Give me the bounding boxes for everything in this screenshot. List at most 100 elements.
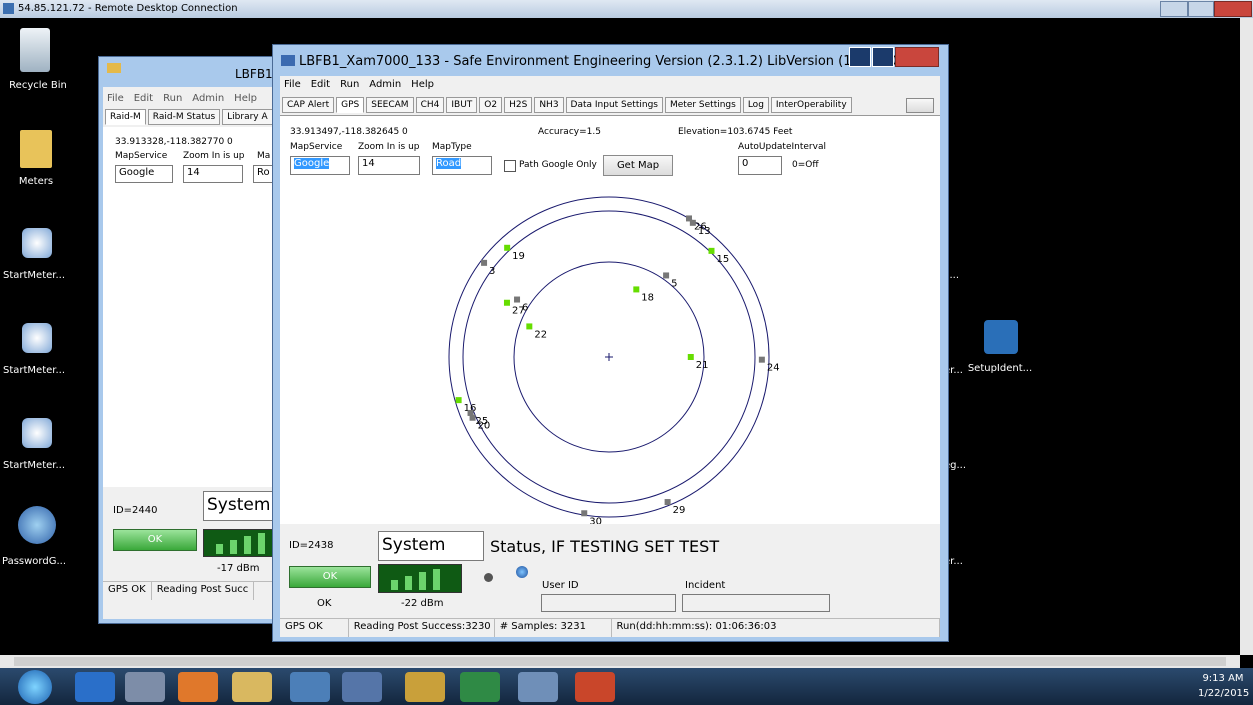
ok-button[interactable]: OK [113,529,197,551]
close-button[interactable] [895,47,939,67]
clock-date[interactable]: 1/22/2015 [1198,688,1248,699]
incident-input[interactable] [682,594,830,612]
taskbar-app[interactable] [290,672,330,702]
tab[interactable]: Raid-M Status [148,109,220,125]
field-label: User ID [542,580,579,591]
main-window[interactable]: LBFB1_Xam7000_133 - Safe Environment Eng… [272,44,949,642]
user-id-input[interactable] [541,594,676,612]
app-icon[interactable] [22,228,52,258]
icon-label[interactable]: StartMeter... [0,270,72,281]
tab[interactable]: NH3 [534,97,563,113]
ok-button[interactable]: OK [289,566,371,588]
icon-label[interactable]: SetupIdent... [962,363,1038,374]
tab[interactable]: H2S [504,97,532,113]
tab[interactable]: O2 [479,97,502,113]
minimize-button[interactable] [1160,1,1188,17]
rdc-icon [3,3,14,14]
icon-label[interactable]: Recycle Bin [0,80,76,91]
globe-icon [516,566,528,578]
taskbar-app[interactable] [75,672,115,702]
tab[interactable]: CH4 [416,97,445,113]
tab[interactable]: Meter Settings [665,97,741,113]
recycle-bin-icon[interactable] [20,28,50,72]
app-icon[interactable] [18,506,56,544]
satellite-label: 20 [478,421,491,432]
menu-item[interactable]: Admin [192,93,224,104]
satellite-label: 13 [698,226,711,237]
tab-scroll[interactable] [906,98,934,113]
taskbar-app[interactable] [460,672,500,702]
minimize-button[interactable] [849,47,871,67]
status-text: Status, IF TESTING SET TEST [490,537,719,556]
tab[interactable]: Library A [222,109,273,125]
taskbar-app[interactable] [405,672,445,702]
menu-item[interactable]: Edit [311,79,330,90]
tab[interactable]: Data Input Settings [566,97,663,113]
menu-item[interactable]: File [107,93,124,104]
system-combo[interactable]: System [203,491,283,521]
taskbar-app[interactable] [342,672,382,702]
start-button[interactable] [18,670,52,704]
taskbar-app[interactable] [575,672,615,702]
position-text: 33.913328,-118.382770 0 [115,137,233,147]
status-cell: Reading Post Succ [152,582,255,600]
satellite-label: 18 [641,292,654,303]
taskbar-app[interactable] [232,672,272,702]
menu-item[interactable]: Help [411,79,434,90]
taskbar-app[interactable] [518,672,558,702]
maximize-button[interactable] [872,47,894,67]
field-label: Ma [257,151,270,161]
window-icon [107,63,121,73]
tab[interactable]: CAP Alert [282,97,334,113]
taskbar-app[interactable] [178,672,218,702]
vertical-scrollbar[interactable] [1240,18,1253,655]
clock-time[interactable]: 9:13 AM [1198,673,1248,684]
menu-item[interactable]: Edit [134,93,153,104]
tab[interactable]: InterOperability [771,97,852,113]
window-icon [281,55,295,66]
app-icon[interactable] [22,418,52,448]
menu-item[interactable]: Help [234,93,257,104]
taskbar-app[interactable] [125,672,165,702]
folder-icon[interactable] [20,130,52,168]
icon-label[interactable]: StartMeter... [0,365,72,376]
status-cell: Run(dd:hh:mm:ss): 01:06:36:03 [612,619,940,637]
gps-panel: 33.913328,-118.382770 0 MapService Zoom … [103,127,289,487]
satellite [633,286,639,292]
satellite [456,397,462,403]
menu-item[interactable]: File [284,79,301,90]
app-icon[interactable] [22,323,52,353]
field-label: MapService [115,151,167,161]
restore-button[interactable] [1188,1,1214,17]
tab[interactable]: SEECAM [366,97,413,113]
tab[interactable]: Raid-M [105,109,146,125]
zoom-spin[interactable]: 14 [183,165,243,183]
menu-item[interactable]: Run [340,79,359,90]
satellite [759,357,765,363]
close-button[interactable] [1214,1,1252,17]
menu-item[interactable]: Admin [369,79,401,90]
rdc-title: 54.85.121.72 - Remote Desktop Connection [18,3,238,14]
scroll-thumb[interactable] [14,657,1226,666]
tab[interactable]: Log [743,97,769,113]
satellite-label: 5 [671,278,677,289]
menu-item[interactable]: Run [163,93,182,104]
satellite [514,297,520,303]
icon-label[interactable]: Meters [0,176,74,187]
field-label: Zoom In is up [183,151,245,161]
gps-panel: 33.913497,-118.382645 0 Accuracy=1.5 Ele… [280,115,940,524]
system-combo[interactable]: System [378,531,484,561]
icon-label[interactable]: PasswordG... [0,556,72,567]
satellite [690,220,696,226]
map-service-select[interactable]: Google [115,165,173,183]
horizontal-scrollbar[interactable] [0,655,1240,668]
icon-label[interactable]: StartMeter... [0,460,72,471]
tab[interactable]: GPS [336,97,364,113]
app-icon[interactable] [984,320,1018,354]
tab[interactable]: IBUT [446,97,477,113]
satellite [526,323,532,329]
status-cell: Reading Post Success:3230 [349,619,495,637]
window-title: LBFB1 [235,67,273,81]
